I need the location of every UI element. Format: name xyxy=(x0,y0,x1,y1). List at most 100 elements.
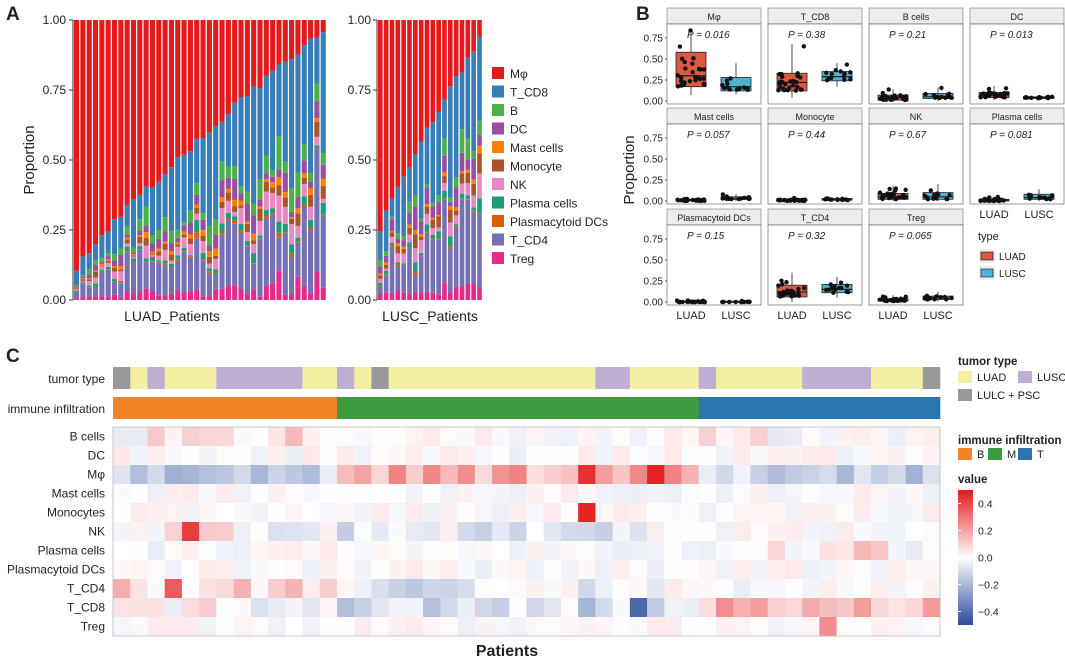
bar-segment xyxy=(301,205,307,209)
bar-segment xyxy=(257,178,263,200)
heatmap-cell xyxy=(871,541,889,561)
y-tick-label: 0.25 xyxy=(43,223,67,237)
legend-label-infil-b: B xyxy=(977,449,984,461)
bar-segment xyxy=(124,250,130,253)
data-point xyxy=(993,91,998,97)
bar-segment xyxy=(118,265,124,270)
bar-segment xyxy=(407,224,412,228)
p-value: P = 0.057 xyxy=(687,130,730,141)
bar-segment xyxy=(477,134,482,146)
bar-segment xyxy=(314,121,320,137)
bar-segment xyxy=(244,221,250,224)
facet-mast-cells: Mast cells 0.00 0.25 0.50 0.75 P = 0.057 xyxy=(644,107,762,208)
bar-segment xyxy=(471,195,476,208)
heatmap-cell xyxy=(922,522,941,542)
heatmap-cell xyxy=(629,427,648,447)
heatmap-cell xyxy=(526,484,545,504)
bar-segment xyxy=(424,291,430,300)
panel-b-legend-title: type xyxy=(978,231,999,243)
bar-segment xyxy=(124,205,130,227)
bar-segment xyxy=(156,260,162,262)
heatmap-cell xyxy=(388,598,407,618)
bar-segment xyxy=(389,20,395,199)
heatmap-cell xyxy=(664,598,682,618)
bar-segment xyxy=(378,273,383,276)
heatmap-cell xyxy=(733,522,751,542)
bar-segment xyxy=(219,201,225,209)
legend-swatch-t-cd4 xyxy=(492,233,504,246)
bar-segment xyxy=(111,20,118,220)
bar-segment xyxy=(257,208,263,221)
heatmap-cell xyxy=(164,560,183,580)
bar-segment xyxy=(314,148,320,150)
bar-segment xyxy=(225,285,231,300)
bar-segment xyxy=(308,182,314,189)
heatmap-cell xyxy=(233,579,252,599)
bar-segment xyxy=(74,270,80,286)
bar-segment xyxy=(257,238,263,240)
heatmap-cell xyxy=(612,522,631,542)
heatmap-cell xyxy=(319,427,338,447)
bar-segment xyxy=(289,253,295,258)
bar-segment xyxy=(149,291,156,300)
bar-segment xyxy=(175,242,181,245)
heatmap-cell xyxy=(216,446,234,466)
data-point xyxy=(720,192,726,197)
heatmap-cell xyxy=(474,617,493,637)
heatmap-cell xyxy=(578,484,596,504)
heatmap-cell xyxy=(405,427,424,447)
heatmap-cell xyxy=(233,541,252,561)
heatmap-cell xyxy=(560,541,579,561)
heatmap-cell xyxy=(767,560,786,580)
bar-segment xyxy=(407,234,412,243)
panel-a-ylabel: Proportion xyxy=(21,125,38,194)
bar-segment xyxy=(477,153,482,174)
heatmap-cell xyxy=(509,503,527,523)
bar-segment xyxy=(295,237,301,242)
heatmap-cell xyxy=(181,465,200,485)
heatmap-cell xyxy=(336,598,355,618)
heatmap-cell xyxy=(268,503,286,523)
heatmap-cell xyxy=(836,484,855,504)
heatmap-cell xyxy=(629,503,648,523)
heatmap-cell xyxy=(560,446,579,466)
bar-segment xyxy=(477,214,482,288)
bar-segment xyxy=(418,239,424,253)
heatmap-cell xyxy=(612,427,631,447)
colorbar-tick-label: 0.2 xyxy=(978,526,993,538)
bar-segment xyxy=(289,59,295,189)
bar-segment xyxy=(282,294,288,300)
heatmap-cell xyxy=(216,484,234,504)
bar-segment xyxy=(175,229,181,238)
heatmap-cell xyxy=(285,617,303,637)
data-point xyxy=(701,76,706,81)
heatmap-cell xyxy=(457,598,476,618)
bar-segment xyxy=(424,184,430,188)
data-point xyxy=(724,78,730,83)
bar-segment xyxy=(187,291,193,300)
heatmap-cell xyxy=(664,579,682,599)
heatmap-cell xyxy=(147,598,165,618)
bar-segment xyxy=(477,145,482,154)
bar-segment xyxy=(99,257,105,262)
bar-segment xyxy=(301,208,307,286)
bar-segment xyxy=(436,214,441,217)
x-tick-label: LUSC xyxy=(923,310,952,322)
bar-segment xyxy=(200,20,206,139)
bar-segment xyxy=(401,176,406,237)
legend-label-treg: Treg xyxy=(510,252,534,266)
legend-swatch-mast-cells xyxy=(492,141,504,153)
heatmap-cell xyxy=(336,446,355,466)
heatmap-cell xyxy=(784,484,803,504)
bar-segment xyxy=(308,20,314,39)
bar-segment xyxy=(424,127,430,185)
bar-segment xyxy=(383,274,389,276)
bar-segment xyxy=(383,255,389,263)
heatmap-cell xyxy=(819,598,837,618)
data-point xyxy=(878,297,883,302)
bar-segment xyxy=(149,251,156,254)
heatmap-cell xyxy=(285,598,303,618)
bar-segment xyxy=(295,276,301,300)
heatmap-cell xyxy=(492,503,510,523)
heatmap-cell xyxy=(664,465,682,485)
